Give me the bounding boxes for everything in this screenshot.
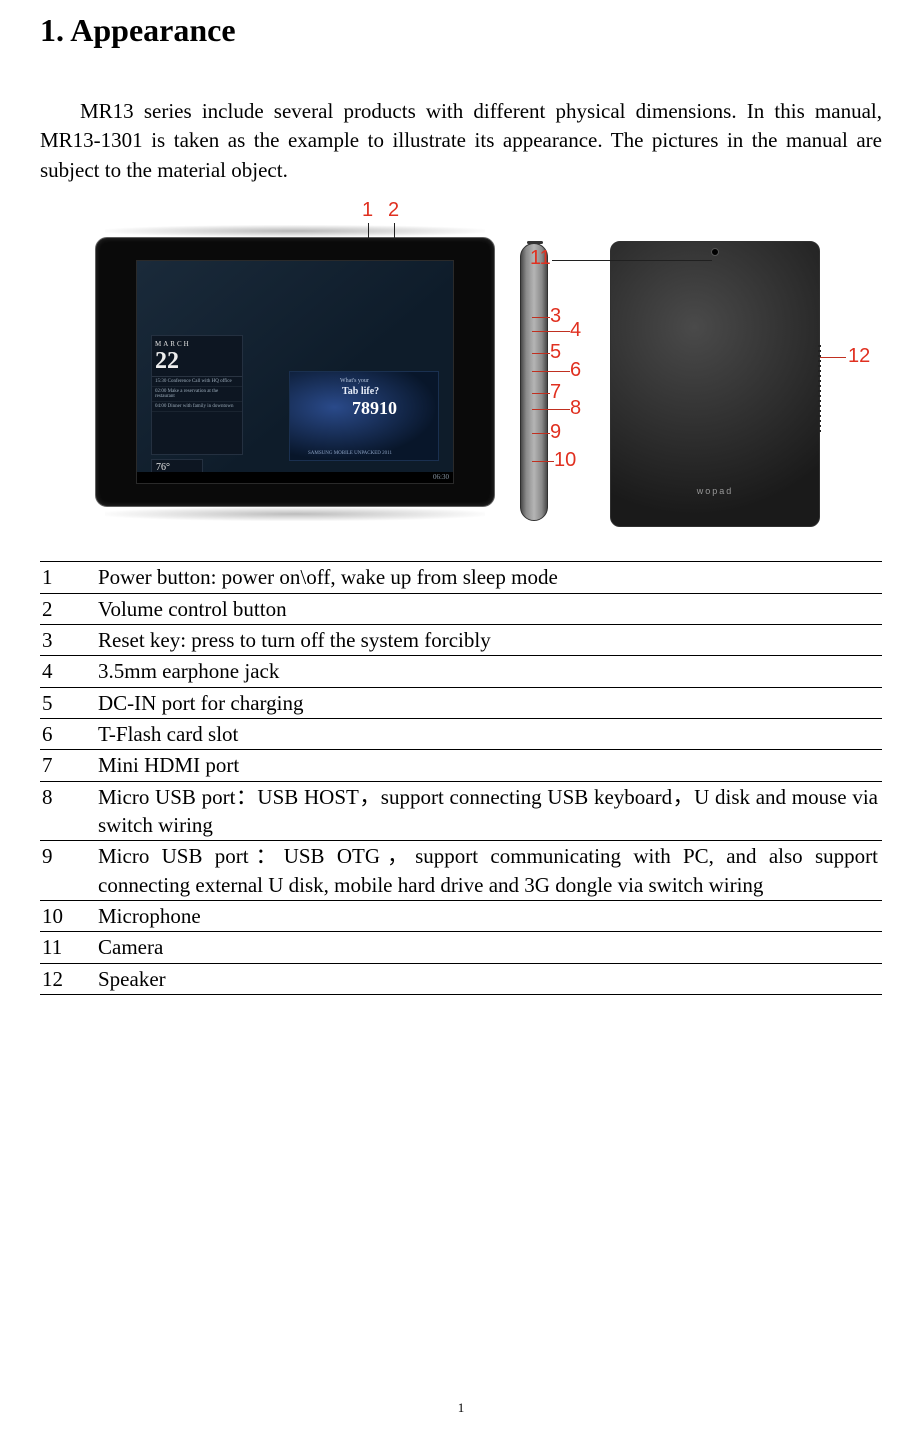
intro-text: MR13 series include several products wit…	[40, 99, 882, 182]
part-num: 4	[40, 656, 98, 687]
callout-3: 3	[550, 305, 561, 328]
page-heading: 1. Appearance	[40, 12, 882, 49]
part-desc: Power button: power on\off, wake up from…	[98, 562, 882, 593]
back-brand-text: wopad	[611, 486, 819, 496]
callout-9: 9	[550, 421, 561, 444]
table-row: 10Microphone	[40, 900, 882, 931]
part-num: 10	[40, 900, 98, 931]
part-num: 7	[40, 750, 98, 781]
back-camera-icon	[711, 248, 719, 256]
callout-line-1	[368, 223, 369, 239]
callout-8: 8	[570, 397, 581, 420]
table-row: 8Micro USB port：USB HOST，support connect…	[40, 781, 882, 841]
callout-line-2	[394, 223, 395, 239]
table-row: 9Micro USB port：USB OTG，support communic…	[40, 841, 882, 901]
table-row: 43.5mm earphone jack	[40, 656, 882, 687]
part-desc: Speaker	[98, 963, 882, 994]
calendar-widget: MARCH 22 15:30 Conference Call with HQ o…	[151, 335, 243, 455]
part-desc: 3.5mm earphone jack	[98, 656, 882, 687]
callout-2: 2	[388, 199, 399, 222]
callout-7: 7	[550, 381, 561, 404]
part-desc: Micro USB port：USB HOST，support connecti…	[98, 781, 882, 841]
widget-line3: 04:00 Dinner with family in downtown	[152, 402, 242, 412]
ad-line4: SAMSUNG MOBILE UNPACKED 2011	[308, 451, 392, 456]
reflection-bottom	[105, 507, 485, 521]
callout-line-9	[532, 433, 550, 434]
part-num: 2	[40, 593, 98, 624]
table-row: 11Camera	[40, 932, 882, 963]
part-num: 9	[40, 841, 98, 901]
callout-line-3	[532, 317, 550, 318]
part-num: 5	[40, 687, 98, 718]
ad-line2: Tab life?	[342, 386, 379, 397]
part-desc: Reset key: press to turn off the system …	[98, 624, 882, 655]
table-row: 5DC-IN port for charging	[40, 687, 882, 718]
page-number: 1	[0, 1400, 922, 1416]
callout-line-8	[532, 409, 570, 410]
side-top-buttons	[527, 241, 543, 244]
callout-line-12	[820, 357, 846, 358]
callout-5: 5	[550, 341, 561, 364]
widget-day: 22	[152, 349, 242, 377]
part-desc: DC-IN port for charging	[98, 687, 882, 718]
part-num: 6	[40, 718, 98, 749]
ad-line3: 78910	[352, 398, 397, 419]
table-row: 2Volume control button	[40, 593, 882, 624]
callout-12: 12	[848, 345, 870, 368]
part-desc: Microphone	[98, 900, 882, 931]
table-row: 3Reset key: press to turn off the system…	[40, 624, 882, 655]
callout-line-6	[532, 371, 570, 372]
callout-line-4	[532, 331, 570, 332]
reflection-top	[105, 225, 485, 237]
part-desc: Camera	[98, 932, 882, 963]
part-desc: T-Flash card slot	[98, 718, 882, 749]
tablet-screen: MARCH 22 15:30 Conference Call with HQ o…	[136, 260, 454, 484]
promo-widget: What's your Tab life? 78910 SAMSUNG MOBI…	[289, 371, 439, 461]
callout-10: 10	[554, 449, 576, 472]
table-row: 1Power button: power on\off, wake up fro…	[40, 562, 882, 593]
widget-line1: 15:30 Conference Call with HQ office	[152, 377, 242, 387]
widget-line2: 02:00 Make a reservation at the restaura…	[152, 387, 242, 402]
part-num: 1	[40, 562, 98, 593]
table-row: 6T-Flash card slot	[40, 718, 882, 749]
callout-11: 11	[530, 247, 551, 270]
appearance-figure: MARCH 22 15:30 Conference Call with HQ o…	[40, 205, 890, 553]
callout-line-10	[532, 461, 554, 462]
callout-4: 4	[570, 319, 581, 342]
part-desc: Mini HDMI port	[98, 750, 882, 781]
callout-line-7	[532, 393, 550, 394]
callout-line-5	[532, 353, 550, 354]
status-bar: 06:30	[137, 472, 453, 483]
part-num: 8	[40, 781, 98, 841]
table-row: 12Speaker	[40, 963, 882, 994]
ad-line1: What's your	[340, 378, 369, 384]
part-num: 3	[40, 624, 98, 655]
part-num: 12	[40, 963, 98, 994]
callout-1: 1	[362, 199, 373, 222]
part-desc: Volume control button	[98, 593, 882, 624]
tablet-body: MARCH 22 15:30 Conference Call with HQ o…	[95, 237, 495, 507]
tablet-front-view: MARCH 22 15:30 Conference Call with HQ o…	[95, 225, 495, 521]
callout-6: 6	[570, 359, 581, 382]
part-num: 11	[40, 932, 98, 963]
part-desc: Micro USB port：USB OTG，support communica…	[98, 841, 882, 901]
tablet-back-view: wopad	[610, 241, 820, 527]
tablet-side-view	[520, 243, 548, 521]
parts-table: 1Power button: power on\off, wake up fro…	[40, 561, 882, 995]
table-row: 7Mini HDMI port	[40, 750, 882, 781]
callout-line-11	[552, 260, 712, 261]
back-speaker-icon	[818, 342, 821, 432]
parts-tbody: 1Power button: power on\off, wake up fro…	[40, 562, 882, 995]
intro-paragraph: MR13 series include several products wit…	[40, 97, 882, 185]
